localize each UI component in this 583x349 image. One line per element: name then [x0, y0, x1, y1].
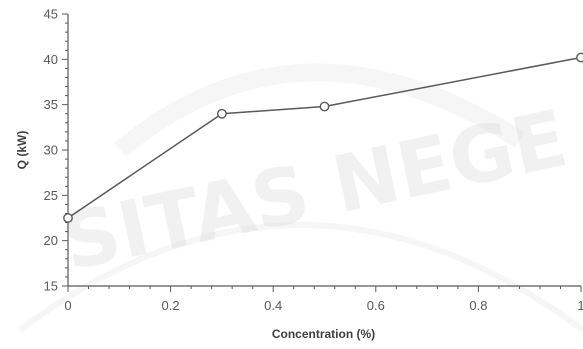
y-tick-label: 25 [44, 188, 58, 203]
y-tick-label: 20 [44, 233, 58, 248]
data-point-marker [216, 108, 227, 119]
data-point-marker [576, 52, 583, 63]
watermark-circle-arc [18, 222, 583, 333]
x-tick-label: 0.4 [264, 298, 282, 313]
x-tick-label: 0.6 [367, 298, 385, 313]
y-tick-label: 40 [44, 52, 58, 67]
x-tick-label: 0.2 [162, 298, 180, 313]
watermark-dome [114, 63, 525, 157]
y-tick-label: 15 [44, 279, 58, 294]
series [63, 52, 583, 223]
x-axis-title: Concentration (%) [272, 327, 375, 341]
y-axis-title: Q (kW) [15, 131, 29, 170]
x-tick-label: 0.8 [469, 298, 487, 313]
x-tick-label: 1 [577, 298, 583, 313]
x-tick-label: 0 [64, 298, 71, 313]
series-line [67, 56, 582, 219]
data-point-marker [319, 101, 330, 112]
y-tick-label: 30 [44, 143, 58, 158]
watermark: SITAS NEGE [18, 63, 583, 333]
data-point-marker [63, 213, 73, 223]
y-tick-label: 45 [44, 7, 58, 22]
y-tick-label: 35 [44, 97, 58, 112]
tick-labels: 15 20 25 30 35 40 45 0 0.2 0.4 0.6 0.8 1 [44, 7, 583, 314]
watermark-text: SITAS NEGE [55, 94, 574, 288]
